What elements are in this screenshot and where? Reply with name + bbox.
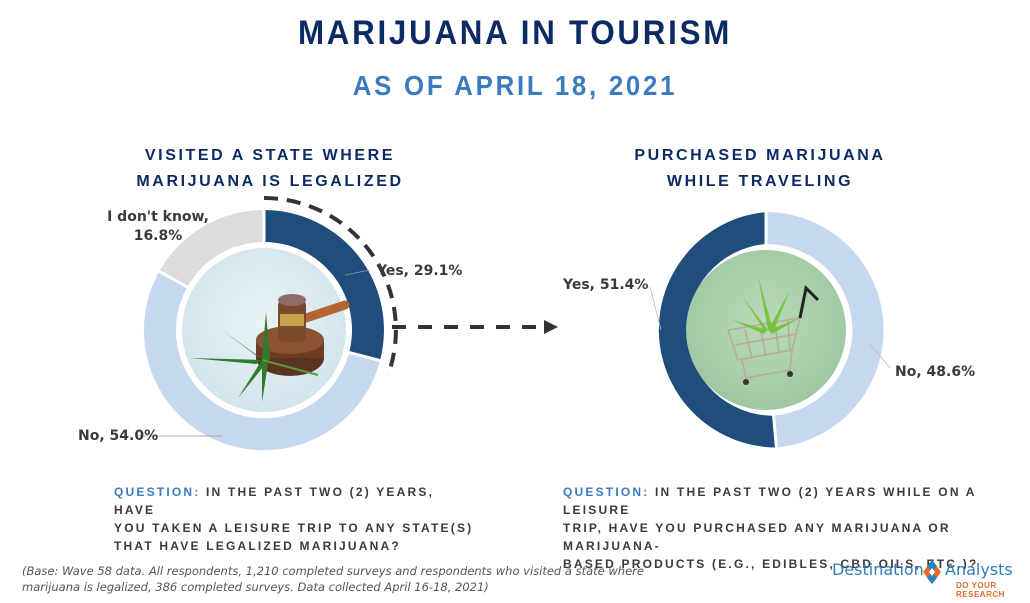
left-chart-title: VISITED A STATE WHERE MARIJUANA IS LEGAL… [110,143,430,195]
right-question-line1: IN THE PAST TWO (2) YEARS WHILE ON A LEI… [563,485,977,517]
right-donut [649,210,891,450]
left-donut-yes-segment [264,210,384,361]
date-subtitle: AS OF APRIL 18, 2021 [352,70,678,101]
cannabis-leaf-icon [190,312,319,402]
label-right-no: No, 48.6% [895,364,976,380]
left-donut-dont-know-segment [159,210,264,288]
yes-highlight-dashed-arc [263,196,398,376]
label-dont-know-line2: 16.8% [133,228,183,244]
logo-text-left: Destination [832,560,924,579]
left-chart-title-line1: VISITED A STATE WHERE [144,147,396,164]
label-left-yes: Yes, 29.1% [377,263,463,279]
left-question-line2: YOU TAKEN A LEISURE TRIP TO ANY STATE(S) [114,521,474,535]
left-question: QUESTION: IN THE PAST TWO (2) YEARS, HAV… [114,483,474,555]
left-chart-title-line2: MARIJUANA IS LEGALIZED [136,173,404,190]
base-note: (Base: Wave 58 data. All respondents, 1,… [22,563,682,595]
connector-arrow [392,320,558,334]
right-chart-title-line2: WHILE TRAVELING [666,173,854,190]
destination-analysts-logo: Destination Analysts DO YOUR RESEARCH [832,556,1027,599]
label-left-no: No, 54.0% [78,428,159,444]
base-note-line1: (Base: Wave 58 data. All respondents, 1,… [22,564,644,578]
right-donut-no-segment [766,212,884,448]
label-dont-know: I don't know, 16.8% [104,208,212,246]
logo-text-right: Analysts [945,560,1013,579]
label-dont-know-line1: I don't know, [107,209,209,225]
right-donut-yes-segment [658,212,777,448]
right-question: QUESTION: IN THE PAST TWO (2) YEARS WHIL… [563,483,1013,573]
label-right-yes: Yes, 51.4% [563,277,649,293]
left-donut [137,196,398,451]
left-question-line3: THAT HAVE LEGALIZED MARIJUANA? [114,539,401,553]
logo-tagline: DO YOUR RESEARCH [956,581,1005,599]
left-donut-no-segment [143,271,380,451]
right-question-line2: TRIP, HAVE YOU PURCHASED ANY MARIJUANA O… [563,521,951,553]
left-question-line1: IN THE PAST TWO (2) YEARS, HAVE [114,485,435,517]
logo-diamond-icon [923,560,941,584]
cannabis-leaf-icon [732,276,800,334]
right-question-line3: BASED PRODUCTS (E.G., EDIBLES, CBD OILS,… [563,557,979,571]
base-note-line2: marijuana is legalized, 386 completed su… [22,580,489,594]
right-chart-title-line1: PURCHASED MARIJUANA [634,147,886,164]
question-label: QUESTION: [114,485,201,499]
main-title: MARIJUANA IN TOURISM [297,14,733,52]
right-chart-title: PURCHASED MARIJUANA WHILE TRAVELING [610,143,910,195]
question-label: QUESTION: [563,485,650,499]
